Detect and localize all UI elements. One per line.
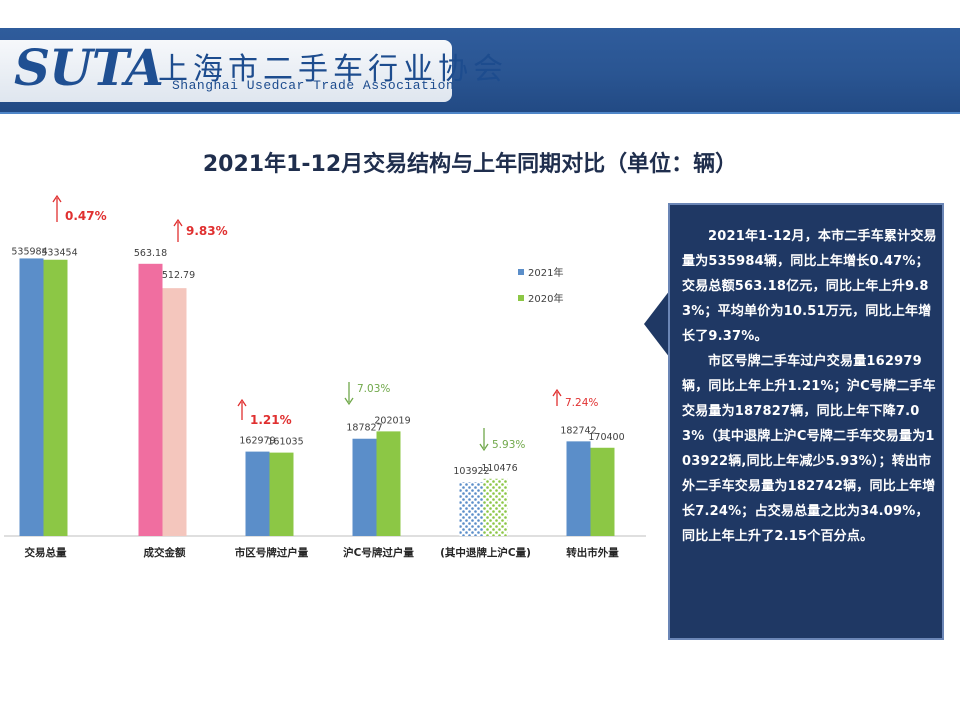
bar-2020 [376,431,401,536]
summary-panel [668,203,944,640]
change-arrowhead [52,194,62,203]
change-percent: 7.03% [357,383,390,395]
data-label-2020: 512.79 [162,270,195,281]
change-arrowhead [552,388,562,397]
org-name-en: Shanghai Usedcar Trade Association [172,78,455,93]
legend-label: 2020年 [528,292,563,305]
legend-swatch [518,269,524,275]
category-label: 交易总量 [25,546,67,559]
data-label-2021: 563.18 [134,248,167,259]
bar-2020 [483,478,508,536]
data-label-2021: 182742 [560,425,596,436]
bar-2021 [352,438,377,536]
bar-2020 [590,447,615,536]
data-label-2021: 103922 [453,466,489,477]
logo-mark: SUTA [14,38,164,97]
data-label-2021: 187827 [346,423,382,434]
category-label: 转出市外量 [566,546,619,559]
summary-paragraph-1: 2021年1-12月，本市二手车累计交易量为535984辆，同比上年增长0.47… [682,229,937,344]
summary-text: 2021年1-12月，本市二手车累计交易量为535984辆，同比上年增长0.47… [682,224,938,549]
change-arrowhead [344,397,354,406]
bar-2020 [43,259,68,536]
change-percent: 1.21% [250,413,292,427]
chart-title: 2021年1-12月交易结构与上年同期对比（单位：辆） [202,152,738,177]
data-label-2020: 533454 [41,248,77,259]
change-percent: 9.83% [186,224,228,238]
category-label: 沪C号牌过户量 [343,546,414,559]
data-label-2021: 535984 [11,246,47,257]
data-label-2020: 110476 [481,463,517,474]
category-label: 成交金额 [144,546,186,559]
data-label-2020: 170400 [588,432,624,443]
bar-2021 [245,451,270,536]
change-percent: 5.93% [492,439,525,451]
summary-paragraph-2: 市区号牌二手车过户交易量162979辆，同比上年上升1.21%；沪C号牌二手车交… [682,354,936,544]
change-arrowhead [173,218,183,227]
change-arrowhead [237,398,247,407]
data-label-2020: 161035 [267,437,303,448]
bar-2021 [19,258,44,536]
panel-pointer [644,290,670,358]
category-label: (其中退牌上沪C量) [440,546,531,559]
bar-2021 [459,482,484,536]
change-arrowhead [479,443,489,452]
category-label: 市区号牌过户量 [235,546,309,559]
change-percent: 7.24% [565,397,598,409]
legend-label: 2021年 [528,266,563,279]
legend-swatch [518,295,524,301]
data-label-2020: 202019 [374,415,410,426]
bar-2021 [566,441,591,536]
data-label-2021: 162979 [239,436,275,447]
bar-2021 [138,263,163,536]
logo-banner [0,40,452,102]
bar-2020 [269,452,294,536]
org-name-cn: 上海市二手车行业协会 [158,52,508,87]
change-percent: 0.47% [65,209,107,223]
bar-2020 [162,288,187,536]
